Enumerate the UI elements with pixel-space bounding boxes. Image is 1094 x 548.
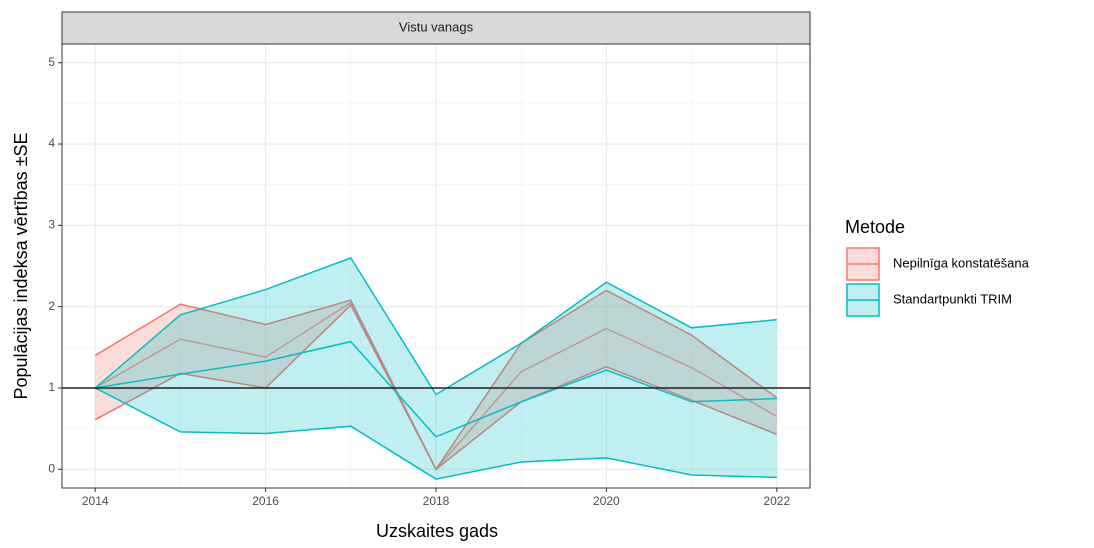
ribbon-edge xyxy=(94,387,777,480)
y-tick-label: 4 xyxy=(48,136,55,150)
y-tick-label: 5 xyxy=(48,55,55,69)
y-tick-label: 1 xyxy=(48,380,55,394)
y-tick-label: 0 xyxy=(48,461,55,475)
strip-title: Vistu vanags xyxy=(399,19,474,34)
line xyxy=(95,340,777,438)
x-tick-label: 2020 xyxy=(593,494,620,508)
ribbon xyxy=(95,290,777,470)
y-tick-label: 2 xyxy=(48,299,55,313)
strip xyxy=(61,11,811,45)
legend-title: Metode xyxy=(845,217,905,237)
x-tick-label: 2018 xyxy=(423,494,450,508)
x-tick-label: 2014 xyxy=(82,494,109,508)
panel-border xyxy=(61,43,811,489)
x-tick-label: 2022 xyxy=(763,494,790,508)
ribbon-edge xyxy=(94,303,778,471)
legend-label: Nepilnīga konstatēšana xyxy=(893,255,1030,270)
x-axis-title: Uzskaites gads xyxy=(376,521,498,541)
ribbon xyxy=(95,257,777,480)
ribbon-edge xyxy=(94,256,777,396)
x-tick-label: 2016 xyxy=(252,494,279,508)
legend-label: Standartpunkti TRIM xyxy=(893,291,1012,306)
y-tick-label: 3 xyxy=(48,218,55,232)
y-axis-title: Populācijas indeksa vērtības ±SE xyxy=(11,132,31,399)
